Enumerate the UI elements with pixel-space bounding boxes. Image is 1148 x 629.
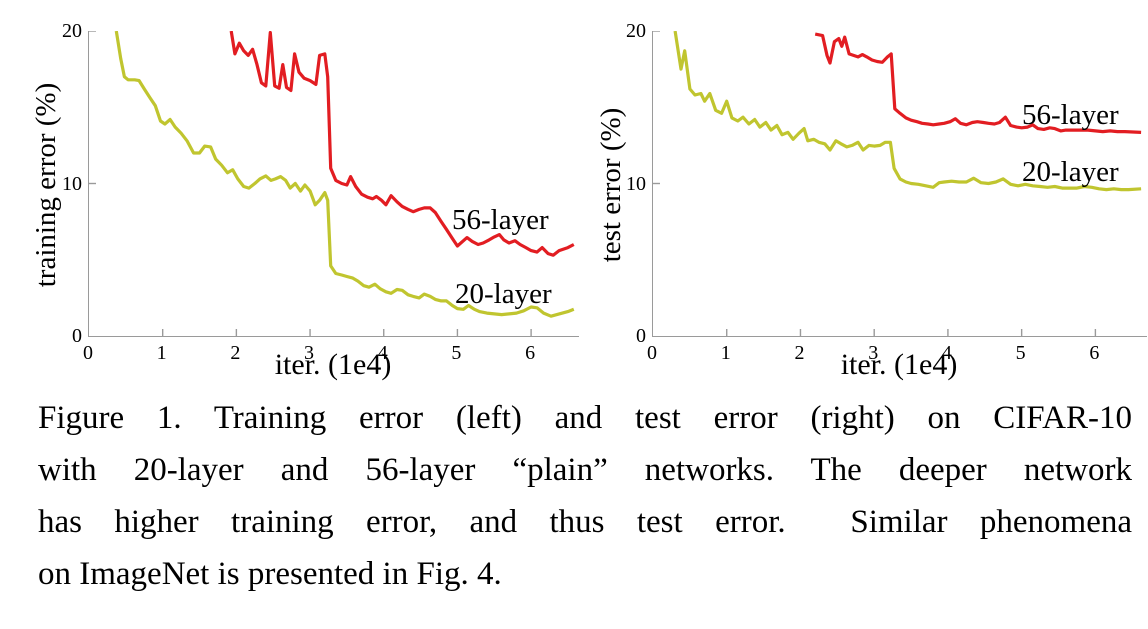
x-tick-label: 3 xyxy=(868,342,879,364)
x-tick-label: 2 xyxy=(230,342,241,364)
series-label-56-layer: 56-layer xyxy=(1022,99,1119,131)
test-plot-svg xyxy=(653,31,1142,336)
test-plot-area xyxy=(652,31,1147,337)
x-tick-label: 4 xyxy=(941,342,952,364)
series-label-20-layer: 20-layer xyxy=(455,278,552,310)
caption-line-3: has higher training error, and thus test… xyxy=(38,504,1132,540)
training-plot-area xyxy=(88,31,579,337)
x-tick-label: 5 xyxy=(451,342,462,364)
x-tick-label: 0 xyxy=(647,342,657,364)
caption-line-4: on ImageNet is presented in Fig. 4. xyxy=(38,556,502,592)
x-tick-label: 0 xyxy=(83,342,93,364)
x-tick-label: 1 xyxy=(720,342,731,364)
series-label-56-layer: 56-layer xyxy=(452,204,549,236)
x-tick-label: 6 xyxy=(525,342,536,364)
training-error-chart: training error (%) iter. (1e4) 56-layer … xyxy=(0,0,579,392)
x-axis-label-iter: iter. (1e4) xyxy=(840,348,958,381)
figure-1: training error (%) iter. (1e4) 56-layer … xyxy=(0,0,1148,392)
x-tick-label: 2 xyxy=(794,342,805,364)
y-tick-label: 10 xyxy=(626,172,646,195)
training-plot-svg xyxy=(89,31,575,336)
x-axis-label-iter: iter. (1e4) xyxy=(274,348,392,381)
caption-line-1: Figure 1. Training error (left) and test… xyxy=(38,400,1132,436)
caption-line-2: with 20-layer and 56-layer “plain” netwo… xyxy=(38,452,1132,488)
series-label-20-layer: 20-layer xyxy=(1022,156,1119,188)
x-tick-label: 4 xyxy=(377,342,388,364)
20-layer-line xyxy=(114,31,575,318)
56-layer-line xyxy=(814,32,1142,134)
y-tick-label: 20 xyxy=(626,20,646,42)
test-error-chart: test error (%) iter. (1e4) 56-layer 20-l… xyxy=(574,0,1148,392)
y-tick-label: 10 xyxy=(62,172,82,195)
56-layer-line xyxy=(229,31,575,257)
y-tick-label: 20 xyxy=(62,20,82,42)
x-tick-label: 6 xyxy=(1089,342,1100,364)
figure-caption: Figure 1. Training error (left) and test… xyxy=(38,392,1132,600)
20-layer-line xyxy=(673,31,1142,192)
y-tick-label: 0 xyxy=(72,325,82,347)
x-tick-label: 3 xyxy=(304,342,315,364)
y-tick-label: 0 xyxy=(636,325,646,347)
x-tick-label: 5 xyxy=(1015,342,1026,364)
x-tick-label: 1 xyxy=(156,342,167,364)
